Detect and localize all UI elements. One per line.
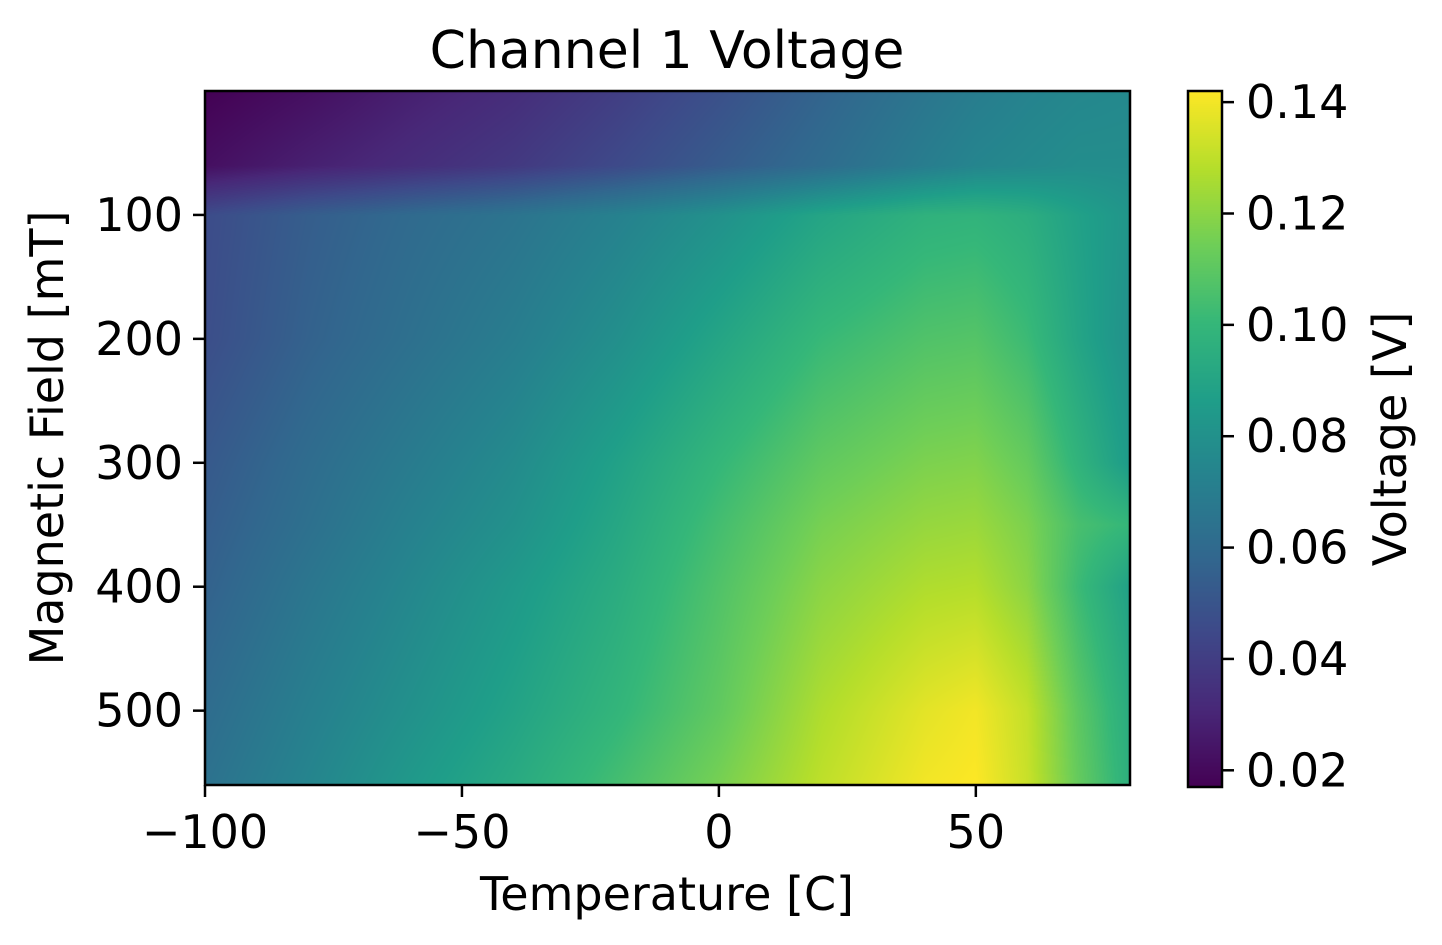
colorbar-frame: [1186, 89, 1224, 789]
plot-frame: [203, 89, 1132, 787]
x-axis-ticks: −100 −50 0 50: [142, 785, 1005, 859]
colorbar-tick-label: 0.02: [1246, 743, 1348, 797]
chart-title: Channel 1 Voltage: [430, 21, 905, 81]
y-tick-label: 300: [95, 436, 183, 490]
y-tick-label: 500: [95, 684, 183, 738]
colorbar-tick-label: 0.08: [1246, 409, 1348, 463]
colorbar-tick-label: 0.06: [1246, 521, 1348, 575]
y-tick-label: 200: [95, 312, 183, 366]
x-tick-label: 0: [704, 805, 733, 859]
x-tick-label: −50: [413, 805, 510, 859]
colorbar-gradient: [1188, 91, 1222, 787]
y-axis-label: Magnetic Field [mT]: [20, 211, 74, 666]
heatmap-image: [205, 91, 1130, 785]
x-tick-label: −100: [142, 805, 268, 859]
y-tick-label: 100: [95, 188, 183, 242]
colorbar-tick-label: 0.12: [1246, 186, 1348, 240]
x-axis-label: Temperature [C]: [479, 867, 854, 921]
y-tick-label: 400: [95, 560, 183, 614]
colorbar-tick-label: 0.14: [1246, 75, 1348, 129]
x-tick-label: 50: [947, 805, 1006, 859]
colorbar-ticks: 0.02 0.04 0.06 0.08 0.10 0.12 0.14: [1222, 75, 1348, 797]
colorbar-tick-label: 0.10: [1246, 298, 1348, 352]
colorbar-tick-label: 0.04: [1246, 632, 1348, 686]
y-axis-ticks: 100 200 300 400 500: [95, 188, 205, 738]
colorbar-label: Voltage [V]: [1363, 312, 1417, 567]
